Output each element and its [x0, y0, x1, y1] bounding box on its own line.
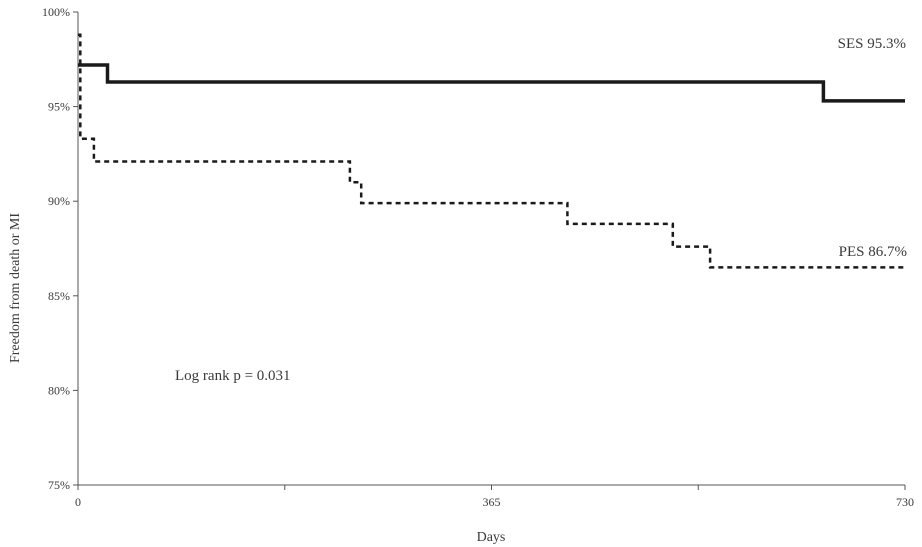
x-tick-label: 730 [896, 495, 914, 509]
y-tick-label: 85% [48, 289, 70, 303]
y-tick-label: 90% [48, 194, 70, 208]
x-tick-label: 0 [75, 495, 81, 509]
series-layer [78, 33, 905, 269]
x-axis-title: Days [477, 530, 506, 545]
y-axis-title: Freedom from death or MI [8, 213, 23, 363]
series-label-pes: PES 86.7% [839, 244, 907, 260]
y-tick-label: 75% [48, 478, 70, 492]
y-ticks: 75% 80% 85% 90% 95% 100% [42, 5, 78, 492]
y-tick-label: 80% [48, 383, 70, 397]
x-tick-label: 365 [483, 495, 501, 509]
series-line-pes [78, 33, 905, 269]
series-label-ses: SES 95.3% [838, 36, 906, 52]
y-tick-label: 100% [42, 5, 70, 19]
y-tick-label: 95% [48, 100, 70, 114]
logrank-annotation: Log rank p = 0.031 [175, 368, 291, 384]
series-line-ses [78, 63, 905, 103]
x-ticks: 0 365 730 [75, 485, 914, 509]
